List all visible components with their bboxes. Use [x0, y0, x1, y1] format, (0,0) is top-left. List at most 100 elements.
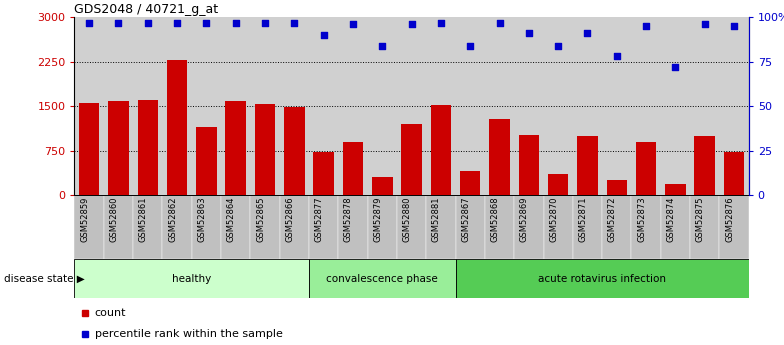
- Text: GSM52865: GSM52865: [256, 197, 265, 242]
- Text: GSM52875: GSM52875: [695, 197, 705, 242]
- Point: [581, 30, 593, 36]
- Bar: [631, 195, 661, 259]
- Point: [640, 23, 652, 29]
- Text: GSM52871: GSM52871: [579, 197, 587, 242]
- Text: GSM52870: GSM52870: [549, 197, 558, 242]
- Text: GSM52881: GSM52881: [432, 197, 441, 242]
- Point: [200, 20, 212, 25]
- Text: GSM52866: GSM52866: [285, 197, 294, 243]
- Bar: [724, 152, 744, 195]
- Text: percentile rank within the sample: percentile rank within the sample: [95, 329, 282, 339]
- Bar: [339, 195, 368, 259]
- Bar: [309, 259, 456, 298]
- Bar: [250, 195, 280, 259]
- Point: [611, 53, 623, 59]
- Bar: [489, 119, 510, 195]
- Point: [405, 22, 418, 27]
- Bar: [74, 259, 309, 298]
- Text: GSM52868: GSM52868: [491, 197, 499, 243]
- Text: GSM52864: GSM52864: [227, 197, 236, 242]
- Bar: [137, 100, 158, 195]
- Point: [318, 32, 330, 38]
- Bar: [485, 195, 514, 259]
- Bar: [514, 195, 543, 259]
- Point: [230, 20, 242, 25]
- Point: [493, 20, 506, 25]
- Text: healthy: healthy: [172, 274, 212, 284]
- Point: [259, 20, 271, 25]
- Bar: [162, 195, 192, 259]
- Bar: [226, 101, 246, 195]
- Bar: [518, 135, 539, 195]
- Bar: [103, 195, 133, 259]
- Text: GSM52863: GSM52863: [198, 197, 206, 243]
- Bar: [372, 177, 393, 195]
- Bar: [573, 195, 602, 259]
- Point: [141, 20, 154, 25]
- Bar: [720, 195, 749, 259]
- Text: GDS2048 / 40721_g_at: GDS2048 / 40721_g_at: [74, 3, 219, 16]
- Point: [376, 43, 389, 48]
- Point: [347, 22, 359, 27]
- Bar: [577, 136, 597, 195]
- Text: GSM52879: GSM52879: [373, 197, 383, 242]
- Text: GSM52878: GSM52878: [344, 197, 353, 243]
- Text: count: count: [95, 308, 126, 318]
- Bar: [221, 195, 250, 259]
- Text: GSM52862: GSM52862: [168, 197, 177, 242]
- Bar: [460, 171, 481, 195]
- Bar: [543, 195, 573, 259]
- Point: [83, 20, 96, 25]
- Point: [699, 22, 711, 27]
- Bar: [314, 152, 334, 195]
- Bar: [456, 259, 749, 298]
- Point: [670, 64, 682, 70]
- Bar: [401, 124, 422, 195]
- Bar: [74, 195, 103, 259]
- Bar: [280, 195, 309, 259]
- Bar: [690, 195, 720, 259]
- Bar: [167, 60, 187, 195]
- Bar: [343, 141, 363, 195]
- Bar: [108, 101, 129, 195]
- Bar: [548, 174, 568, 195]
- Bar: [607, 179, 627, 195]
- Point: [112, 20, 125, 25]
- Bar: [133, 195, 162, 259]
- Bar: [196, 127, 216, 195]
- Point: [523, 30, 535, 36]
- Bar: [368, 195, 397, 259]
- Text: GSM52860: GSM52860: [110, 197, 118, 242]
- Bar: [79, 102, 100, 195]
- Point: [728, 23, 740, 29]
- Text: GSM52877: GSM52877: [314, 197, 324, 243]
- Text: GSM52880: GSM52880: [403, 197, 412, 242]
- Text: GSM52874: GSM52874: [666, 197, 676, 242]
- Text: GSM52867: GSM52867: [461, 197, 470, 243]
- Bar: [661, 195, 690, 259]
- Bar: [602, 195, 631, 259]
- Bar: [426, 195, 456, 259]
- Point: [171, 20, 183, 25]
- Point: [434, 20, 447, 25]
- Bar: [255, 104, 275, 195]
- Bar: [397, 195, 426, 259]
- Text: GSM52869: GSM52869: [520, 197, 529, 242]
- Bar: [284, 107, 305, 195]
- Text: acute rotavirus infection: acute rotavirus infection: [538, 274, 666, 284]
- Bar: [309, 195, 339, 259]
- Bar: [456, 195, 485, 259]
- Text: GSM52859: GSM52859: [80, 197, 89, 242]
- Point: [552, 43, 564, 48]
- Text: GSM52861: GSM52861: [139, 197, 147, 242]
- Text: GSM52872: GSM52872: [608, 197, 617, 242]
- Bar: [665, 184, 686, 195]
- Bar: [695, 136, 715, 195]
- Bar: [192, 195, 221, 259]
- Text: GSM52873: GSM52873: [637, 197, 646, 243]
- Point: [464, 43, 477, 48]
- Point: [288, 20, 300, 25]
- Bar: [636, 141, 656, 195]
- Text: disease state ▶: disease state ▶: [4, 274, 85, 284]
- Bar: [430, 105, 451, 195]
